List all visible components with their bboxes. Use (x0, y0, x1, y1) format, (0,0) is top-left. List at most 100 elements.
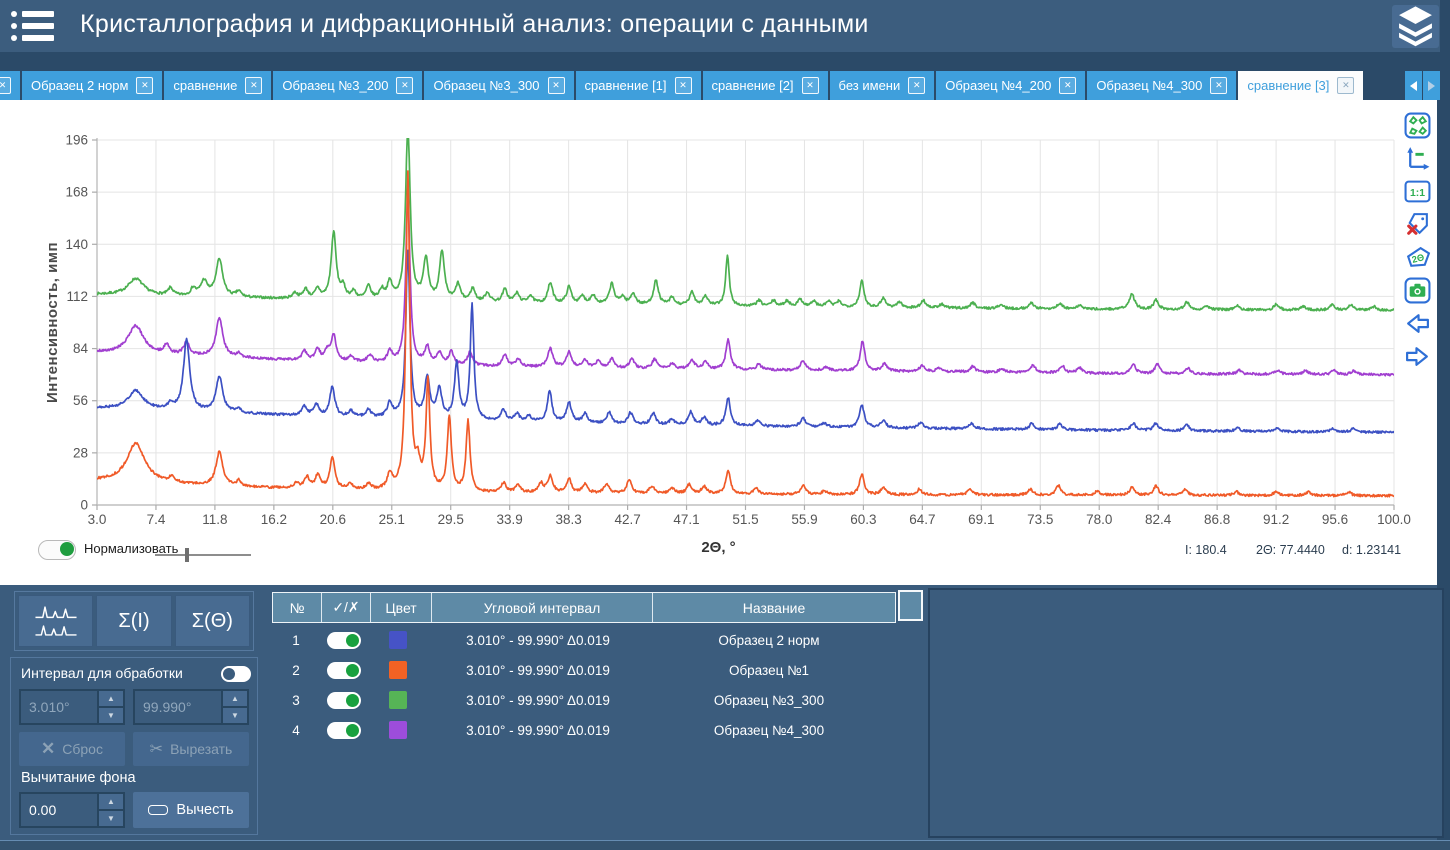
tab-label: Образец 2 норм (31, 78, 129, 93)
two-theta-labels-icon[interactable]: 2Θ (1402, 242, 1432, 272)
spin-down-icon[interactable]: ▼ (99, 706, 123, 723)
close-icon[interactable]: ✕ (547, 77, 565, 94)
subtract-background-button[interactable]: Вычесть (133, 792, 249, 828)
tab-без имени[interactable]: без имени ✕ (829, 71, 935, 100)
row-interval: 3.010° - 99.990° Δ0.019 (466, 632, 610, 648)
peaks-search-button[interactable] (18, 595, 94, 647)
cursor-intensity-readout: I: 180.4 (1185, 543, 1227, 557)
x-tick-label: 100.0 (1377, 512, 1411, 527)
spin-up-icon[interactable]: ▲ (99, 691, 123, 706)
row-name: Образец №1 (728, 662, 810, 678)
reset-interval-button[interactable]: ✕ Сброс (19, 732, 125, 766)
close-icon[interactable]: ✕ (1059, 77, 1077, 94)
tab-scroll-right-button[interactable] (1423, 71, 1440, 100)
tab-label: без имени (838, 78, 901, 93)
visibility-toggle[interactable] (327, 631, 361, 649)
toggle-knob (60, 542, 74, 556)
one-to-one-icon[interactable]: 1:1 (1402, 176, 1432, 206)
tab-Образец 2 норм[interactable]: Образец 2 норм ✕ (22, 71, 163, 100)
row-interval: 3.010° - 99.990° Δ0.019 (466, 692, 610, 708)
tab-Образец №4_300[interactable]: Образец №4_300 ✕ (1087, 71, 1237, 100)
row-visibility-cell (320, 691, 368, 709)
spin-up-icon[interactable]: ▲ (223, 691, 247, 706)
axes-autoscale-icon[interactable] (1402, 143, 1432, 173)
close-icon[interactable]: ✕ (801, 77, 819, 94)
close-icon[interactable]: ✕ (136, 77, 154, 94)
y-tick-label: 56 (73, 393, 88, 408)
close-icon[interactable]: ✕ (1210, 77, 1228, 94)
x-tick-label: 91.2 (1263, 512, 1289, 527)
tab-сравнение [3][interactable]: сравнение [3] ✕ (1238, 71, 1364, 100)
column-header-1: ✓/✗ (321, 593, 370, 622)
row-visibility-cell (320, 631, 368, 649)
camera-icon[interactable] (1402, 275, 1432, 305)
color-swatch[interactable] (389, 661, 407, 679)
close-icon[interactable]: ✕ (908, 77, 926, 94)
interval-toggle[interactable] (221, 666, 251, 682)
tab-сравнение [2][interactable]: сравнение [2] ✕ (702, 71, 828, 100)
interval-to-field[interactable]: 99.990° ▲ ▼ (133, 689, 249, 725)
cut-label: Вырезать (170, 741, 233, 757)
tab-сравнение[interactable]: сравнение ✕ (164, 71, 272, 100)
y-tick-label: 84 (73, 341, 89, 356)
interval-from-value: 3.010° (29, 699, 70, 715)
toggle-knob (346, 723, 359, 737)
background-value-field[interactable]: 0.00 ▲ ▼ (19, 792, 125, 828)
slider-track (155, 554, 251, 556)
y-tick-label: 168 (65, 185, 88, 200)
close-icon[interactable]: ✕ (396, 77, 414, 94)
interval-to-value: 99.990° (143, 699, 192, 715)
subtract-label: Вычесть (176, 802, 234, 818)
triangle-left-icon (1410, 80, 1417, 91)
tab-clipped[interactable]: ✕ (0, 71, 20, 100)
row-color-cell (368, 661, 428, 679)
normalize-toggle[interactable] (38, 540, 76, 560)
tab-scroll-left-button[interactable] (1405, 71, 1422, 100)
x-tick-label: 3.0 (88, 512, 107, 527)
layers-icon[interactable] (1392, 5, 1439, 48)
color-swatch[interactable] (389, 691, 407, 709)
capsule-icon (148, 805, 169, 815)
undo-arrow-icon[interactable] (1402, 308, 1432, 338)
x-tick-label: 38.3 (555, 512, 581, 527)
tab-Образец №3_200[interactable]: Образец №3_200 ✕ (273, 71, 423, 100)
chart-footer: Нормализовать 2Θ, ° I: 180.4 2Θ: 77.4440… (0, 536, 1437, 570)
row-name: Образец №3_300 (713, 692, 825, 708)
close-icon[interactable]: ✕ (245, 77, 263, 94)
background-value: 0.00 (29, 802, 57, 818)
menu-list-icon[interactable] (10, 9, 54, 43)
x-tick-label: 42.7 (614, 512, 640, 527)
table-row: 3 3.010° - 99.990° Δ0.019 Образец №3_300 (272, 685, 890, 715)
redo-arrow-icon[interactable] (1402, 341, 1432, 371)
interval-from-field[interactable]: 3.010° ▲ ▼ (19, 689, 125, 725)
table-corner-box[interactable] (898, 590, 923, 621)
y-tick-label: 140 (65, 237, 88, 252)
cut-interval-button[interactable]: ✂ Вырезать (133, 732, 249, 766)
visibility-toggle[interactable] (327, 661, 361, 679)
close-icon[interactable]: ✕ (0, 77, 11, 94)
delete-labels-icon[interactable] (1402, 209, 1432, 239)
x-tick-label: 7.4 (147, 512, 166, 527)
tab-Образец №4_200[interactable]: Образец №4_200 ✕ (936, 71, 1086, 100)
close-icon[interactable]: ✕ (1337, 77, 1355, 94)
row-number: 3 (292, 692, 300, 708)
svg-text:1:1: 1:1 (1410, 188, 1425, 199)
tab-Образец №3_300[interactable]: Образец №3_300 ✕ (424, 71, 574, 100)
diffraction-plot[interactable]: 3.0 7.4 11.8 16.2 20.6 25.1 29.5 33.9 38.3 42.7 47… (0, 100, 1437, 535)
close-icon[interactable]: ✕ (674, 77, 692, 94)
spin-down-icon[interactable]: ▼ (99, 809, 123, 826)
tab-сравнение [1][interactable]: сравнение [1] ✕ (575, 71, 701, 100)
spin-down-icon[interactable]: ▼ (223, 706, 247, 723)
labels-grid-icon[interactable] (1402, 110, 1432, 140)
sum-theta-button[interactable]: Σ(Θ) (174, 595, 250, 647)
visibility-toggle[interactable] (327, 691, 361, 709)
normalize-label: Нормализовать (84, 541, 179, 556)
spin-up-icon[interactable]: ▲ (99, 794, 123, 809)
x-tick-label: 60.3 (850, 512, 876, 527)
color-swatch[interactable] (389, 631, 407, 649)
sum-intensity-button[interactable]: Σ(I) (96, 595, 172, 647)
visibility-toggle[interactable] (327, 721, 361, 739)
slider-handle[interactable] (185, 548, 189, 562)
offset-slider[interactable] (155, 548, 251, 562)
color-swatch[interactable] (389, 721, 407, 739)
